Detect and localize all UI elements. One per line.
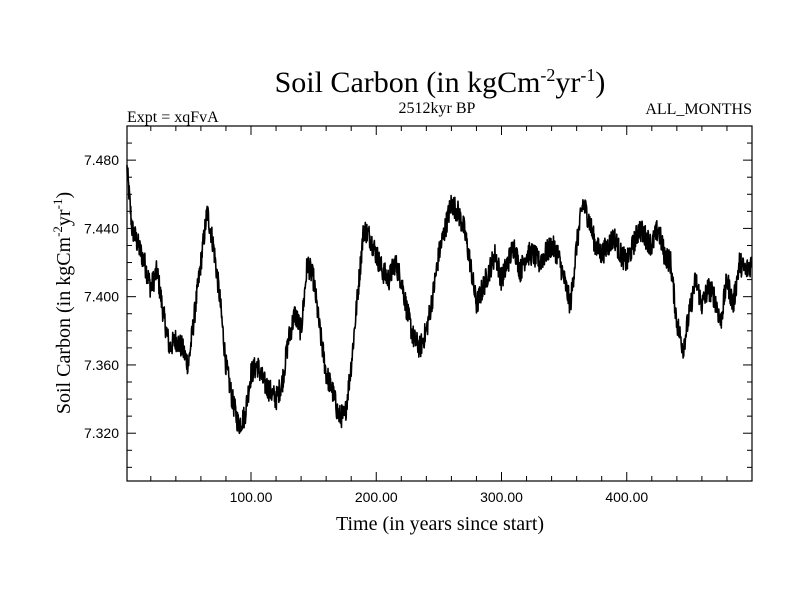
y-tick-label: 7.480 xyxy=(84,152,119,168)
subtitle-left: Expt = xqFvA xyxy=(127,109,219,126)
y-tick-label: 7.360 xyxy=(84,357,119,373)
subtitle-center: 2512kyr BP xyxy=(399,100,476,117)
x-tick-label: 200.00 xyxy=(355,489,398,505)
chart-title: Soil Carbon (in kgCm-2yr-1) xyxy=(275,65,606,99)
y-tick-label: 7.440 xyxy=(84,220,119,236)
x-tick-label: 400.00 xyxy=(605,489,648,505)
axis-ticks xyxy=(127,125,753,481)
plot-frame xyxy=(126,125,753,482)
x-axis-label: Time (in years since start) xyxy=(336,513,544,535)
y-axis-label: Soil Carbon (in kgCm-2yr-1) xyxy=(50,192,75,414)
x-tick-labels: 100.00 200.00 300.00 400.00 xyxy=(230,489,649,505)
x-tick-label: 100.00 xyxy=(230,489,273,505)
x-tick-label: 300.00 xyxy=(480,489,523,505)
y-tick-label: 7.400 xyxy=(84,289,119,305)
subtitle-right: ALL_MONTHS xyxy=(645,101,752,118)
y-tick-labels: 7.320 7.360 7.400 7.440 7.480 xyxy=(84,152,119,441)
y-tick-label: 7.320 xyxy=(84,425,119,441)
series-line-soil-carbon xyxy=(126,164,753,435)
